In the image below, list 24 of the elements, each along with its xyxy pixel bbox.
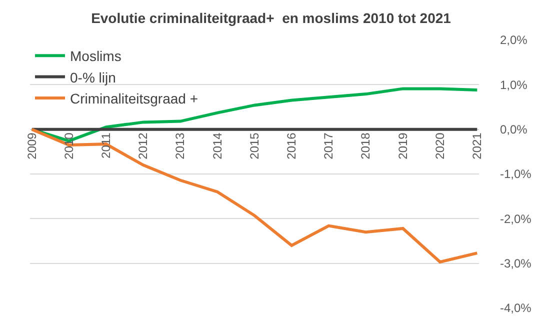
- x-tick-label: 2014: [210, 132, 224, 160]
- y-tick-label: -3,0%: [500, 256, 532, 271]
- x-tick-label: 2012: [136, 132, 150, 160]
- x-tick-label: 2018: [358, 132, 373, 160]
- x-tick-label: 2015: [247, 132, 262, 160]
- y-tick-label: -2,0%: [500, 212, 532, 226]
- y-tick-label: 2,0%: [500, 33, 528, 48]
- legend-label: Moslims: [70, 48, 122, 64]
- x-tick-label: 2020: [432, 132, 447, 160]
- y-tick-label: -4,0%: [500, 301, 532, 316]
- x-tick-label: 2010: [62, 132, 76, 160]
- x-tick-label: 2016: [284, 132, 299, 160]
- x-tick-label: 2021: [470, 132, 484, 160]
- x-tick-label: 2017: [322, 132, 336, 160]
- chart-title: Evolutie criminaliteitgraad+ en moslims 2010 tot 2021: [91, 10, 452, 26]
- y-tick-label: 0,0%: [500, 122, 528, 137]
- legend-label: 0-% lijn: [70, 69, 116, 86]
- y-tick-label: 1,0%: [500, 78, 528, 92]
- x-tick-label: 2011: [98, 132, 113, 158]
- x-tick-label: 2019: [396, 132, 410, 160]
- x-tick-label: 2009: [24, 132, 39, 160]
- legend-label: Criminaliteitsgraad +: [70, 90, 198, 106]
- y-tick-label: -1,0%: [500, 167, 532, 182]
- x-tick-label: 2013: [173, 132, 188, 160]
